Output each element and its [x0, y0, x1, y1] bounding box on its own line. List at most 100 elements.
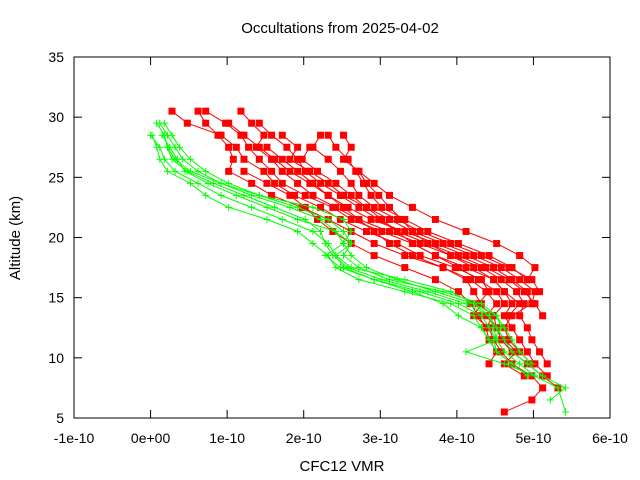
data-point: [163, 167, 171, 175]
data-point: [508, 300, 516, 308]
data-point: [378, 227, 386, 235]
data-point: [523, 372, 531, 380]
data-point: [263, 203, 271, 211]
data-point: [539, 372, 547, 380]
data-point: [497, 276, 505, 284]
data-point: [298, 155, 306, 163]
data-point: [194, 179, 202, 187]
profile-line: [171, 110, 559, 389]
data-point: [523, 348, 531, 356]
y-axis-title: Altitude (km): [7, 196, 24, 280]
data-point: [508, 324, 516, 332]
y-axis: 5 10 15 20 25 30 35: [48, 49, 610, 426]
data-point: [340, 203, 348, 211]
data-point: [286, 191, 294, 199]
data-point: [520, 288, 528, 296]
data-point: [217, 179, 225, 187]
data-point: [214, 131, 222, 139]
data-point: [278, 215, 286, 223]
data-point: [321, 240, 329, 248]
data-point: [355, 276, 363, 284]
data-point: [536, 348, 544, 356]
data-point: [470, 300, 478, 308]
x-tick-label: 4e-10: [439, 430, 475, 446]
data-point: [291, 191, 299, 199]
data-point: [324, 215, 332, 223]
x-tick-label: 2e-10: [286, 430, 322, 446]
data-point: [186, 155, 194, 163]
data-point: [516, 252, 524, 260]
data-point: [294, 203, 302, 211]
data-point: [454, 288, 462, 296]
data-point: [240, 167, 248, 175]
data-point: [401, 264, 409, 272]
data-point: [500, 312, 508, 320]
data-point: [317, 131, 325, 139]
data-point: [194, 167, 202, 175]
data-point: [278, 167, 286, 175]
data-point: [477, 264, 485, 272]
data-point: [543, 360, 551, 368]
data-point: [447, 288, 455, 296]
data-point: [482, 288, 490, 296]
data-point: [347, 227, 355, 235]
data-point: [202, 107, 210, 115]
data-point: [370, 227, 378, 235]
data-point: [393, 240, 401, 248]
data-point: [263, 215, 271, 223]
data-point: [408, 288, 416, 296]
data-point: [516, 336, 524, 344]
data-point: [309, 179, 317, 187]
data-point: [408, 227, 416, 235]
data-point: [505, 312, 513, 320]
data-point: [528, 300, 536, 308]
data-point: [183, 119, 191, 127]
data-point: [398, 215, 406, 223]
data-point: [385, 215, 393, 223]
data-point: [447, 252, 455, 260]
y-tick-label: 30: [48, 109, 64, 125]
data-point: [202, 119, 210, 127]
data-point: [385, 191, 393, 199]
data-point: [485, 312, 493, 320]
data-point: [176, 143, 184, 151]
data-point: [470, 312, 478, 320]
data-point: [393, 276, 401, 284]
data-point: [168, 131, 176, 139]
data-point: [493, 312, 501, 320]
data-point: [301, 203, 309, 211]
data-point: [286, 155, 294, 163]
data-point: [470, 252, 478, 260]
data-point: [340, 155, 348, 163]
data-point: [439, 264, 447, 272]
data-point: [536, 288, 544, 296]
data-point: [248, 119, 256, 127]
data-point: [505, 276, 513, 284]
data-point: [385, 227, 393, 235]
data-point: [263, 143, 271, 151]
data-point: [490, 276, 498, 284]
data-point: [309, 240, 317, 248]
data-point: [462, 348, 470, 356]
data-point: [232, 143, 240, 151]
x-axis: -1e-10 0e+00 1e-10 2e-10 3e-10 4e-10 5e-10 6e-1…: [54, 57, 628, 446]
series-1: [147, 119, 570, 416]
y-tick-label: 20: [48, 230, 64, 246]
data-point: [202, 167, 210, 175]
data-point: [255, 155, 263, 163]
data-point: [355, 203, 363, 211]
data-point: [485, 252, 493, 260]
data-point: [332, 179, 340, 187]
profile-line: [301, 147, 505, 329]
data-point: [340, 215, 348, 223]
data-point: [520, 300, 528, 308]
data-point: [516, 360, 524, 368]
x-tick-label: -1e-10: [54, 430, 95, 446]
data-point: [158, 131, 166, 139]
data-point: [294, 143, 302, 151]
data-point: [474, 276, 482, 284]
data-point: [375, 191, 383, 199]
data-point: [225, 203, 233, 211]
data-point: [286, 167, 294, 175]
